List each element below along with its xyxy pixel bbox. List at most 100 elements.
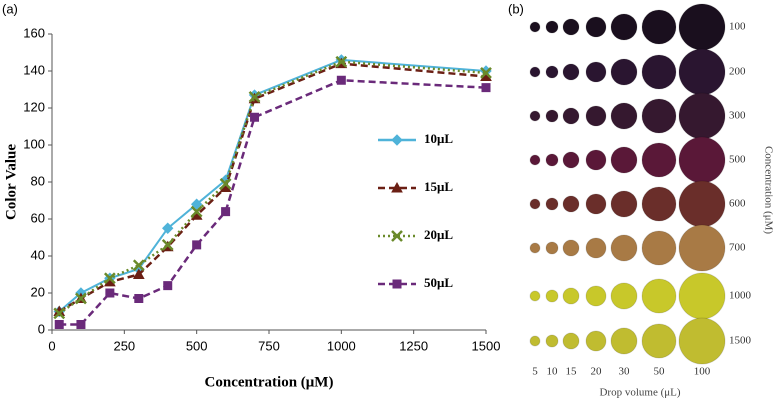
data-point [161,239,174,251]
column-label: 15 [566,366,578,378]
data-point [221,207,231,217]
drop [562,18,580,36]
column-label: 10 [547,366,559,378]
drop [641,54,677,90]
column-label: 30 [619,366,631,378]
column-label: 50 [654,366,666,378]
x-tick-label: 250 [113,338,135,353]
y-tick-label: 160 [23,25,45,40]
data-point [105,288,115,298]
row-label: 100 [729,21,746,33]
drop [641,323,677,359]
drop [585,193,607,215]
drop [641,186,677,222]
drop [585,16,607,38]
y-axis-label: Concentration (μM) [762,146,774,234]
series-line [58,62,487,313]
drop [610,190,638,218]
drop [529,154,541,166]
data-point [76,319,86,329]
x-tick-label: 500 [186,338,208,353]
drop [585,149,607,171]
drop [678,180,726,228]
row-label: 500 [729,154,746,166]
y-tick-label: 140 [23,62,45,77]
column-label: 20 [591,366,603,378]
y-tick-label: 0 [38,321,45,336]
panel-label: (a) [2,1,18,16]
row-label: 200 [729,66,746,78]
legend-label: 10μL [424,131,453,146]
y-tick-label: 60 [31,210,45,225]
drop [678,48,726,96]
drop [545,197,559,211]
drop [545,20,559,34]
drop [641,142,677,178]
drop [545,241,559,255]
drop [529,290,541,302]
x-tick-label: 750 [258,338,280,353]
drop [529,21,541,33]
drop [585,61,607,83]
x-axis-label: Drop volume (μL) [599,387,680,399]
data-point [54,319,64,329]
x-axis-label: Concentration (μM) [205,374,334,390]
drop [545,334,559,348]
drop [678,136,726,184]
data-point [250,112,260,122]
drop [585,330,607,352]
row-label: 1000 [729,290,752,302]
data-point [336,75,346,85]
drop [585,285,607,307]
data-point [190,205,203,218]
series-line [58,58,487,313]
legend-marker [391,134,403,146]
drop [610,102,638,130]
y-tick-label: 40 [31,247,45,262]
data-point [132,259,145,272]
drop [641,230,677,266]
data-point [480,66,492,79]
drop [678,3,726,51]
x-tick-label: 0 [48,338,55,353]
drop [545,65,559,79]
x-tick-label: 1500 [472,338,501,353]
x-tick-label: 1000 [327,338,356,353]
drop [610,13,638,41]
data-point [190,198,203,210]
drop [545,153,559,167]
data-point [335,55,348,68]
y-tick-label: 100 [23,136,45,151]
drop [585,105,607,127]
drop [610,146,638,174]
drop [610,234,638,262]
row-label: 1500 [729,335,752,347]
drop [562,287,580,305]
data-point [481,83,491,93]
drop [562,151,580,169]
drop [678,92,726,140]
drop [678,272,726,320]
drop [562,195,580,213]
row-label: 700 [729,242,746,254]
legend-label: 20μL [424,227,453,242]
drop [678,224,726,272]
drop [529,110,541,122]
drop [562,239,580,257]
drop [529,242,541,254]
y-tick-label: 120 [23,99,45,114]
drop [562,332,580,350]
data-point [103,272,116,285]
legend-marker [391,230,403,242]
series-line [59,78,487,326]
data-point [162,222,174,234]
drop [585,237,607,259]
series-line [58,60,487,315]
data-point [219,177,232,190]
data-point [75,292,87,305]
drop [641,98,677,134]
y-tick-label: 20 [31,284,45,299]
legend-marker [391,181,403,193]
data-point [53,307,66,320]
